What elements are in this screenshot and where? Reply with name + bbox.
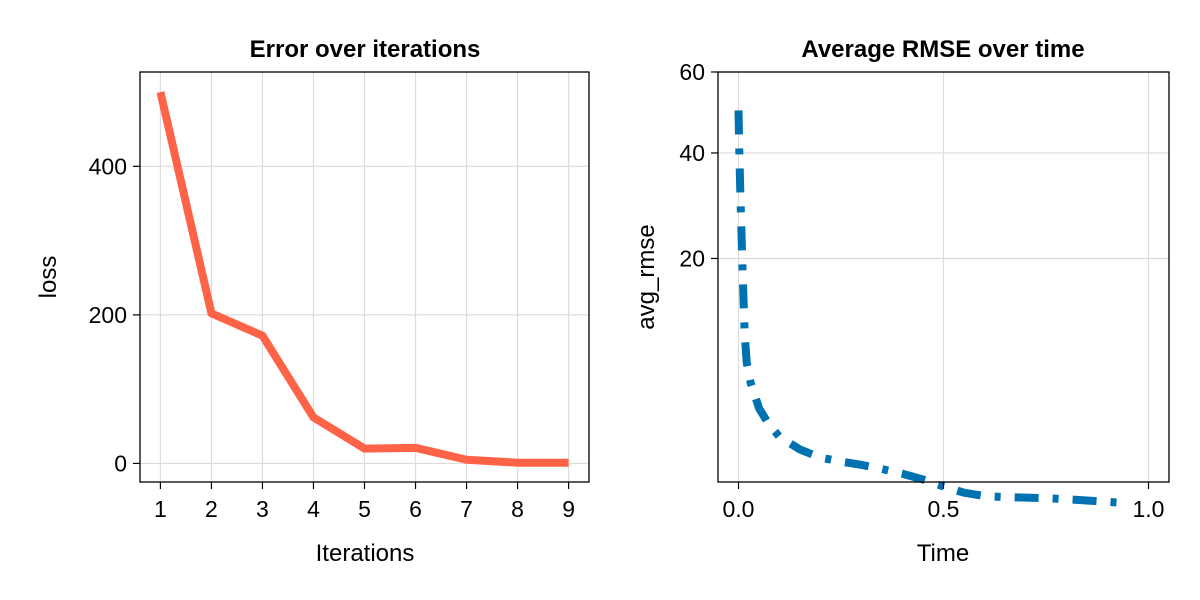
loss-chart-title: Error over iterations <box>250 36 481 63</box>
loss-chart-grid <box>140 72 589 482</box>
loss-chart-xtick-label: 1 <box>154 496 167 522</box>
loss-chart-xtick-label: 2 <box>205 496 218 522</box>
loss-chart-xtick-label: 4 <box>307 496 320 522</box>
loss-chart-ytick-label: 400 <box>89 153 127 179</box>
rmse-chart-ytick-label: 60 <box>679 59 705 85</box>
rmse-chart-grid <box>718 71 1169 482</box>
loss-chart-series-line <box>156 91 569 467</box>
loss-chart-xtick-label: 8 <box>511 496 524 522</box>
rmse-chart-series <box>734 110 1129 508</box>
loss-chart-xtick-label: 3 <box>256 496 269 522</box>
rmse-chart-xlabel: Time <box>917 540 969 567</box>
loss-chart-ticks: 1 2 3 4 5 6 7 8 9 0 200 400 <box>89 153 575 522</box>
loss-chart-ytick-label: 200 <box>89 302 127 328</box>
rmse-chart-ylabel: avg_rmse <box>633 224 660 329</box>
rmse-chart-title: Average RMSE over time <box>801 36 1084 63</box>
rmse-chart-ytick-label: 40 <box>679 140 705 166</box>
rmse-chart-xtick-label: 1.0 <box>1133 496 1165 522</box>
rmse-chart-series-line <box>734 110 1129 508</box>
loss-chart-xtick-label: 6 <box>409 496 422 522</box>
rmse-chart-xtick-label: 0.0 <box>723 496 755 522</box>
loss-chart-xtick-label: 7 <box>460 496 473 522</box>
loss-chart-ytick-label: 0 <box>114 450 127 476</box>
loss-chart-xtick-label: 9 <box>562 496 575 522</box>
rmse-chart: Average RMSE over time 0.0 0.5 1.0 20 40 60 T… <box>633 36 1170 567</box>
loss-chart-series <box>156 91 569 467</box>
loss-chart: Error over iterations 1 2 3 4 5 6 7 8 9 0 200 400 I… <box>35 36 590 567</box>
rmse-chart-ytick-label: 20 <box>679 245 705 271</box>
loss-chart-ylabel: loss <box>35 256 62 299</box>
loss-chart-xlabel: Iterations <box>316 540 415 567</box>
loss-chart-xtick-label: 5 <box>358 496 371 522</box>
rmse-chart-ticks: 0.0 0.5 1.0 20 40 60 <box>679 59 1164 522</box>
rmse-chart-xtick-label: 0.5 <box>928 496 960 522</box>
